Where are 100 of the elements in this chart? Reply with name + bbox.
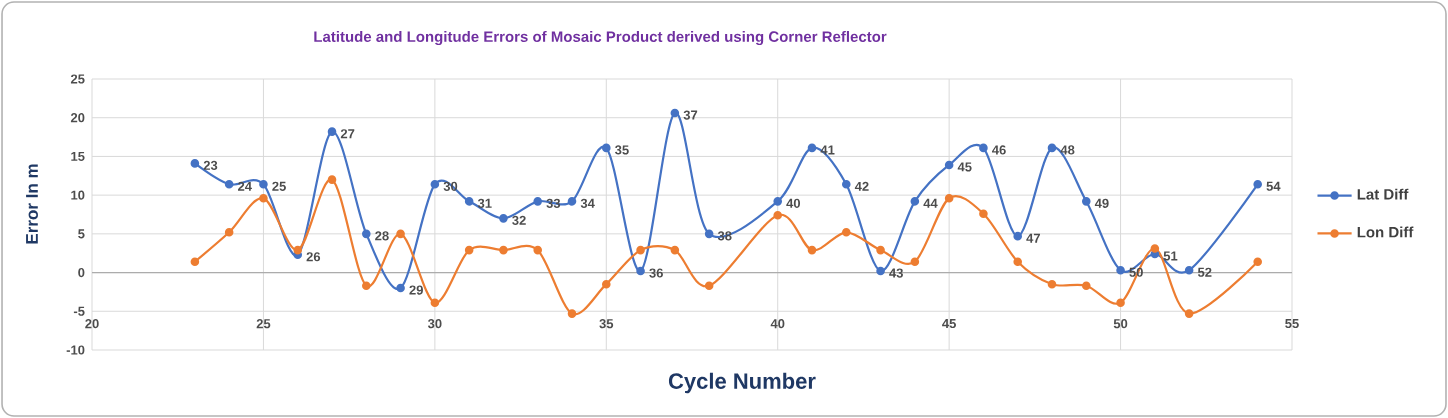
point [1116, 265, 1125, 275]
point [1013, 231, 1023, 241]
point [430, 180, 440, 189]
y-tick-label: -5 [73, 306, 85, 316]
point [1184, 309, 1194, 318]
point [841, 180, 851, 189]
point [807, 245, 817, 255]
y-tick-label: 10 [71, 190, 85, 200]
point [533, 245, 543, 255]
point [636, 245, 645, 255]
point [362, 229, 371, 239]
annotation: 32 [512, 215, 526, 225]
point [464, 197, 474, 206]
point [670, 245, 680, 255]
y-tick-label: 20 [70, 113, 85, 123]
annotation: 24 [238, 181, 252, 191]
point [190, 159, 200, 168]
annotation: 27 [340, 129, 355, 139]
y-tick-label: 5 [78, 229, 85, 239]
point [1081, 281, 1091, 291]
point [327, 175, 337, 184]
point [876, 266, 885, 276]
annotation: 40 [786, 198, 801, 208]
annotation: 42 [854, 181, 869, 191]
point [876, 245, 885, 255]
point [499, 214, 508, 223]
point [1013, 257, 1023, 267]
annotation: 28 [375, 231, 389, 241]
annotation: 52 [1197, 267, 1212, 277]
point [944, 193, 954, 203]
x-tick-label: 40 [770, 319, 785, 329]
annotation: 35 [615, 145, 629, 155]
y-tick-label: 15 [71, 151, 85, 161]
legend-label: Lat Diff [1357, 188, 1409, 200]
y-axis-title: Error In m [26, 164, 38, 244]
x-axis-title: Cycle Number [668, 372, 816, 394]
annotation: 34 [580, 198, 595, 208]
point [224, 180, 234, 189]
annotation: 36 [649, 268, 663, 278]
x-tick-label: 55 [1285, 319, 1299, 329]
point [567, 309, 577, 318]
y-tick-label: 25 [70, 74, 85, 84]
point [1081, 197, 1091, 206]
x-tick-label: 30 [427, 319, 442, 329]
annotation: 45 [957, 162, 972, 172]
annotation: 23 [203, 160, 218, 171]
annotation: 47 [1026, 233, 1040, 243]
x-tick-label: 35 [599, 319, 614, 329]
x-tick-label: 45 [942, 319, 957, 329]
point [499, 245, 508, 255]
annotation: 44 [923, 198, 938, 208]
point [601, 143, 611, 153]
x-tick-label: 50 [1113, 319, 1128, 329]
point [327, 127, 337, 136]
point [807, 143, 817, 153]
point [773, 197, 783, 206]
annotation: 46 [992, 145, 1006, 155]
point [704, 281, 714, 291]
point [1047, 143, 1057, 153]
x-tick-label: 25 [256, 319, 271, 329]
point [464, 245, 474, 255]
point [259, 180, 268, 189]
point [396, 229, 405, 239]
point [396, 283, 405, 293]
point [841, 228, 851, 237]
point [362, 281, 371, 291]
point [636, 266, 645, 276]
point [601, 279, 611, 289]
point [430, 298, 440, 308]
point [1184, 265, 1194, 275]
annotation: 49 [1094, 198, 1109, 208]
y-tick-label: -10 [66, 345, 85, 355]
annotation: 48 [1060, 145, 1075, 155]
annotation: 54 [1266, 181, 1281, 191]
annotation: 51 [1163, 251, 1178, 261]
x-tick-label: 20 [85, 319, 99, 329]
point [293, 245, 303, 255]
legend-label: Lon Diff [1357, 226, 1414, 238]
point [1047, 279, 1057, 289]
point [979, 209, 988, 219]
point [670, 108, 680, 118]
point [1150, 244, 1160, 253]
point [567, 197, 577, 206]
point [190, 257, 200, 267]
annotation: 43 [889, 268, 903, 278]
point [704, 229, 714, 239]
point [944, 160, 954, 170]
annotation: 37 [683, 110, 698, 120]
point [1116, 298, 1125, 308]
point [1253, 180, 1262, 189]
annotation: 41 [820, 145, 835, 155]
point [910, 197, 920, 206]
point [910, 257, 920, 267]
annotation: 25 [272, 181, 286, 191]
point [259, 193, 268, 203]
point [773, 210, 783, 220]
point [224, 228, 234, 237]
annotation: 29 [409, 285, 423, 295]
annotation: 26 [306, 252, 321, 262]
annotation: 31 [477, 198, 492, 208]
